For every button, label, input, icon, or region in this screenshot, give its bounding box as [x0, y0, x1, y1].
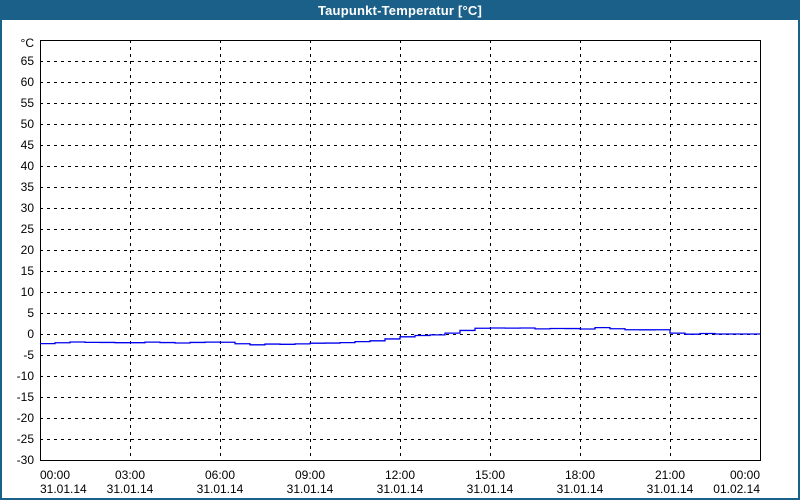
svg-text:°C: °C — [21, 36, 35, 50]
svg-text:00:00: 00:00 — [730, 468, 760, 482]
svg-text:45: 45 — [21, 138, 35, 152]
svg-text:-30: -30 — [17, 453, 35, 467]
svg-text:31.01.14: 31.01.14 — [557, 482, 604, 496]
svg-text:31.01.14: 31.01.14 — [647, 482, 694, 496]
svg-text:55: 55 — [21, 96, 35, 110]
svg-text:31.01.14: 31.01.14 — [377, 482, 424, 496]
svg-text:03:00: 03:00 — [115, 468, 145, 482]
svg-text:50: 50 — [21, 117, 35, 131]
svg-text:60: 60 — [21, 75, 35, 89]
svg-text:10: 10 — [21, 285, 35, 299]
svg-text:31.01.14: 31.01.14 — [287, 482, 334, 496]
svg-text:31.01.14: 31.01.14 — [40, 482, 87, 496]
svg-text:18:00: 18:00 — [565, 468, 595, 482]
svg-text:15:00: 15:00 — [475, 468, 505, 482]
svg-text:12:00: 12:00 — [385, 468, 415, 482]
svg-text:-25: -25 — [17, 432, 35, 446]
svg-text:09:00: 09:00 — [295, 468, 325, 482]
svg-text:01.02.14: 01.02.14 — [713, 482, 760, 496]
svg-text:-20: -20 — [17, 411, 35, 425]
svg-text:65: 65 — [21, 54, 35, 68]
svg-text:20: 20 — [21, 243, 35, 257]
svg-text:00:00: 00:00 — [40, 468, 70, 482]
svg-text:0: 0 — [27, 327, 34, 341]
svg-text:5: 5 — [27, 306, 34, 320]
svg-text:31.01.14: 31.01.14 — [197, 482, 244, 496]
svg-text:40: 40 — [21, 159, 35, 173]
svg-text:25: 25 — [21, 222, 35, 236]
svg-text:-10: -10 — [17, 369, 35, 383]
svg-text:31.01.14: 31.01.14 — [107, 482, 154, 496]
svg-text:30: 30 — [21, 201, 35, 215]
svg-text:31.01.14: 31.01.14 — [467, 482, 514, 496]
svg-text:06:00: 06:00 — [205, 468, 235, 482]
svg-text:21:00: 21:00 — [655, 468, 685, 482]
svg-text:-5: -5 — [23, 348, 34, 362]
svg-text:15: 15 — [21, 264, 35, 278]
svg-text:-15: -15 — [17, 390, 35, 404]
svg-text:35: 35 — [21, 180, 35, 194]
